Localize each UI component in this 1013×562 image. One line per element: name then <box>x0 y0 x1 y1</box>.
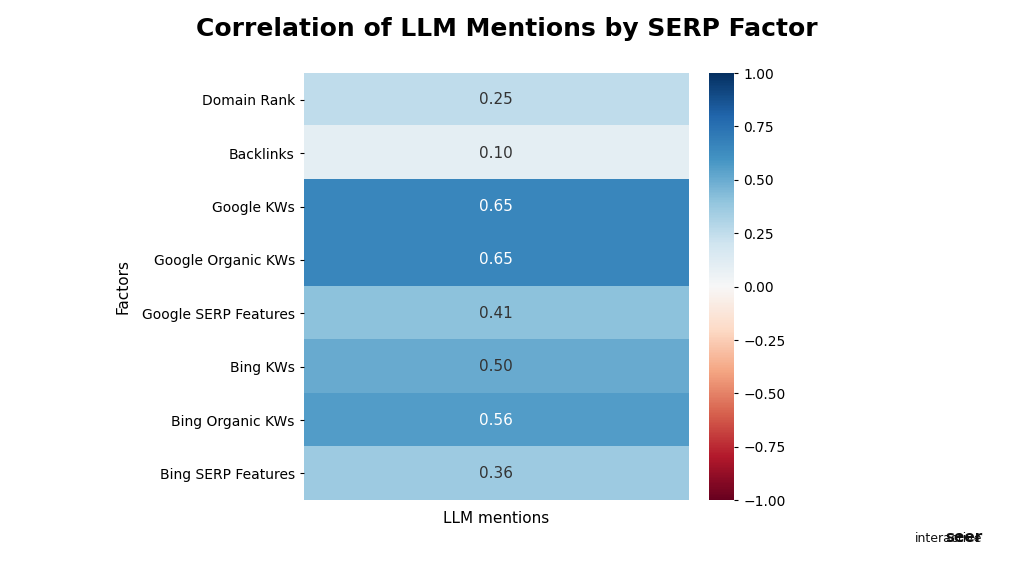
Text: 0.50: 0.50 <box>479 359 514 374</box>
Text: 0.10: 0.10 <box>479 146 514 161</box>
Text: 0.65: 0.65 <box>479 199 514 214</box>
Text: seer: seer <box>945 530 983 545</box>
Text: Correlation of LLM Mentions by SERP Factor: Correlation of LLM Mentions by SERP Fact… <box>196 17 817 41</box>
Text: 0.65: 0.65 <box>479 252 514 268</box>
Y-axis label: Factors: Factors <box>115 259 131 314</box>
Text: interactive: interactive <box>915 517 983 545</box>
Text: 0.56: 0.56 <box>479 413 514 428</box>
Text: 0.41: 0.41 <box>479 306 514 321</box>
Text: 0.36: 0.36 <box>479 466 514 481</box>
Text: 0.25: 0.25 <box>479 92 514 107</box>
X-axis label: LLM mentions: LLM mentions <box>444 511 549 526</box>
